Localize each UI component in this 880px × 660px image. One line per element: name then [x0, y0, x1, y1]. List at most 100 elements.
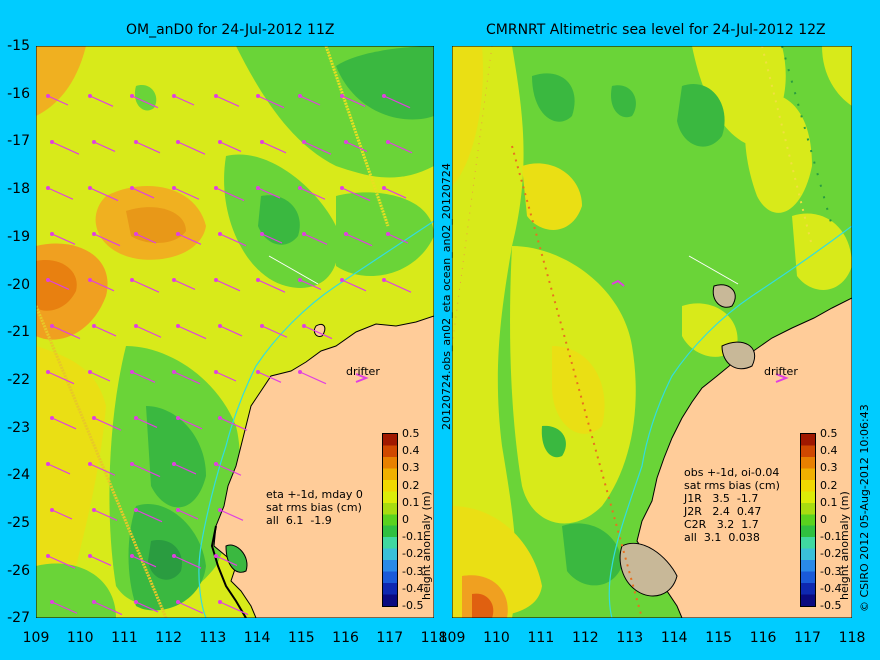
vector-head	[256, 94, 260, 98]
vector-head	[134, 140, 138, 144]
stats-line: C2R 3.2 1.7	[684, 518, 759, 531]
land-mass	[636, 297, 852, 618]
satellite-track	[324, 46, 390, 227]
vector-head	[88, 370, 92, 374]
vector-head	[214, 186, 218, 190]
stats-box-left: eta +-1d, mday 0 sat rms bias (cm) all 6…	[266, 488, 363, 527]
vector-head	[134, 600, 138, 604]
longitude-tick: 118	[420, 630, 448, 646]
current-vector	[303, 325, 333, 340]
current-vector	[47, 279, 70, 290]
right-sea-level-map	[452, 46, 852, 618]
colorbar-tick: -0.2	[402, 547, 424, 561]
current-vector	[173, 463, 197, 475]
current-vector	[219, 233, 247, 247]
vector-head	[386, 140, 390, 144]
latitude-tick: -22	[7, 371, 30, 388]
current-vector	[387, 141, 413, 154]
vector-head	[92, 324, 96, 328]
current-vector	[131, 371, 156, 383]
vector-head	[298, 370, 302, 374]
latitude-tick: -26	[7, 562, 30, 579]
current-vector	[219, 417, 248, 431]
latitude-tick: -15	[7, 38, 30, 54]
current-vector	[51, 417, 77, 430]
transect-line	[688, 255, 739, 285]
longitude-tick: 116	[332, 630, 359, 646]
current-vector	[93, 417, 122, 431]
current-vector	[387, 233, 409, 244]
current-vector	[47, 463, 71, 475]
vector-head	[50, 416, 54, 420]
stats-line: J2R 2.4 0.47	[684, 505, 762, 518]
vector-head	[92, 600, 96, 604]
vector-head	[214, 370, 218, 374]
colorbar-tick: 0	[402, 513, 409, 526]
anomaly-contours	[36, 46, 434, 618]
vector-head	[88, 554, 92, 558]
vector-head	[172, 370, 176, 374]
current-vector	[215, 463, 242, 476]
vector-head	[50, 600, 54, 604]
longitude-tick: 117	[794, 630, 821, 646]
current-vector	[47, 95, 69, 106]
current-vector	[93, 141, 116, 152]
current-vector	[257, 279, 286, 293]
longitude-tick: 110	[66, 630, 94, 646]
current-vector	[131, 279, 160, 293]
latitude-tick: -21	[7, 324, 30, 341]
drifter-marker	[355, 373, 369, 383]
stats-line: J1R 3.5 -1.7	[684, 492, 759, 505]
colorbar-tick: -0.5	[402, 599, 424, 612]
current-vector	[177, 417, 203, 430]
vector-head	[302, 232, 306, 236]
satellite-track	[452, 46, 493, 347]
colorbar-tick: 0.3	[820, 461, 838, 475]
vector-head	[130, 462, 134, 466]
vector-head	[218, 140, 222, 144]
current-vector	[51, 325, 81, 340]
current-vector	[341, 279, 367, 292]
current-vector	[257, 95, 285, 109]
current-vector	[135, 233, 157, 244]
vector-head	[46, 370, 50, 374]
current-vector	[299, 95, 321, 106]
colorbar-tick: 0.2	[820, 478, 838, 492]
current-vector	[299, 371, 327, 385]
current-vector	[261, 325, 288, 338]
vector-head	[46, 554, 50, 558]
longitude-tick: 109	[438, 630, 466, 646]
vector-head	[46, 94, 50, 98]
vector-head	[130, 554, 134, 558]
vector-head	[214, 94, 218, 98]
current-vector	[303, 233, 328, 245]
current-vector	[261, 141, 287, 154]
current-vector	[219, 509, 244, 521]
left-map-title: OM_anD0 for 24-Jul-2012 11Z	[126, 22, 335, 38]
latitude-tick: -17	[7, 133, 30, 150]
current-vector	[51, 601, 78, 614]
longitude-tick: 109	[22, 630, 50, 646]
current-vector	[131, 187, 155, 199]
colorbar-tick: -0.1	[820, 530, 842, 544]
vector-head	[256, 278, 260, 282]
vector-head	[218, 416, 222, 420]
vector-head	[344, 232, 348, 236]
anomaly-contours	[452, 46, 852, 618]
vector-head	[92, 508, 96, 512]
vector-head	[50, 324, 54, 328]
stats-box-right: obs +-1d, oi-0.04 sat rms bias (cm) J1R …	[684, 466, 780, 544]
current-vector	[219, 325, 243, 337]
current-vector	[257, 187, 281, 199]
current-vector	[135, 417, 158, 428]
current-vector	[173, 279, 196, 290]
colorbar-label-left: height anomaly (m)	[420, 491, 433, 600]
vector-head	[302, 140, 306, 144]
vector-head	[172, 462, 176, 466]
file-info-label: 20120724.obs_an02_eta ocean_an02_2012072…	[440, 163, 453, 430]
current-vector	[173, 371, 201, 385]
colorbar-label-right: height anomaly (m)	[838, 491, 851, 600]
drifter-label-right: drifter	[764, 365, 798, 378]
longitude-tick: 116	[749, 630, 777, 646]
left-sea-level-map	[36, 46, 434, 618]
